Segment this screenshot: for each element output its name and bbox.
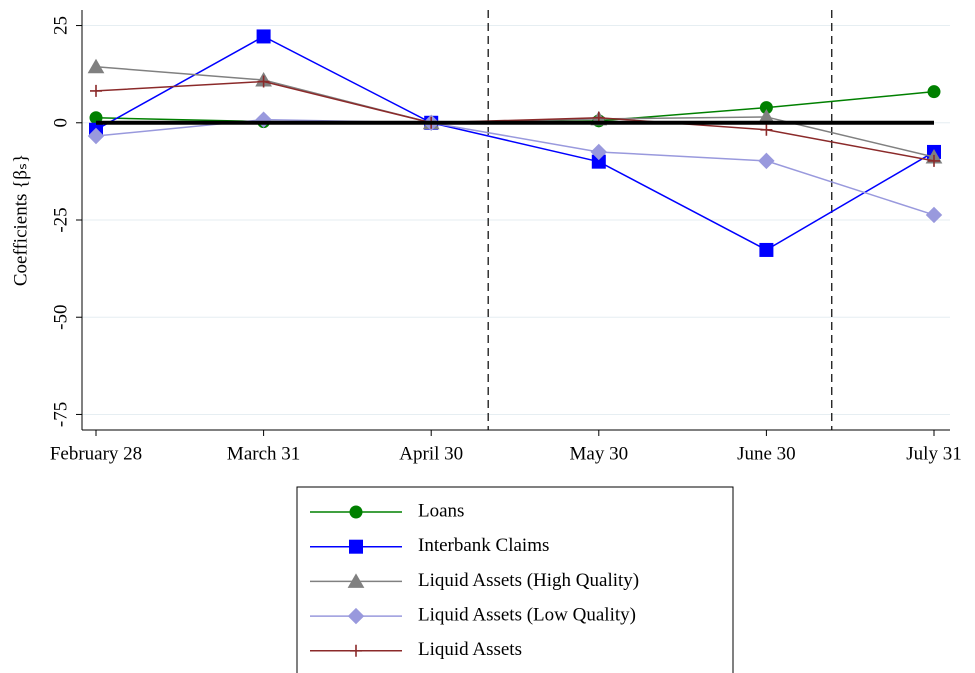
- point: [925, 206, 943, 224]
- legend-marker: [347, 573, 365, 588]
- legend-label: Liquid Assets (High Quality): [418, 570, 639, 591]
- legend-marker: [349, 505, 363, 519]
- series-line: [95, 118, 935, 216]
- point: [927, 85, 941, 99]
- series-line: [95, 80, 935, 162]
- x-tick-label: May 30: [570, 443, 629, 464]
- legend-label: Liquid Assets: [418, 639, 522, 660]
- legend-box: [296, 486, 734, 673]
- series-line: [95, 35, 935, 251]
- y-tick-label: -50: [50, 305, 71, 330]
- y-axis-label: Coefficients {βₛ}: [10, 154, 31, 286]
- legend-label: Loans: [418, 500, 464, 521]
- legend-label: Liquid Assets (Low Quality): [418, 604, 636, 625]
- y-tick-label: -25: [50, 207, 71, 232]
- point: [758, 152, 775, 170]
- point: [257, 75, 270, 88]
- point: [87, 127, 105, 145]
- legend-marker: [347, 607, 365, 625]
- legend-marker: [350, 644, 362, 657]
- point: [256, 29, 271, 44]
- point: [759, 242, 774, 257]
- y-tick-label: 25: [50, 16, 71, 35]
- point: [928, 154, 940, 167]
- y-tick-label: 0: [50, 118, 71, 128]
- point: [90, 84, 102, 97]
- legend-label: Interbank Claims: [418, 535, 549, 556]
- point: [87, 58, 105, 74]
- x-tick-label: June 30: [737, 443, 796, 464]
- x-tick-label: March 31: [227, 443, 300, 464]
- y-tick-label: -75: [50, 402, 71, 427]
- series-line: [95, 66, 935, 158]
- point: [760, 123, 773, 136]
- point: [590, 143, 608, 161]
- x-tick-label: July 31: [906, 443, 961, 464]
- legend-marker: [349, 539, 363, 554]
- x-tick-label: April 30: [399, 443, 463, 464]
- series-line: [95, 90, 935, 124]
- x-tick-label: February 28: [50, 443, 142, 464]
